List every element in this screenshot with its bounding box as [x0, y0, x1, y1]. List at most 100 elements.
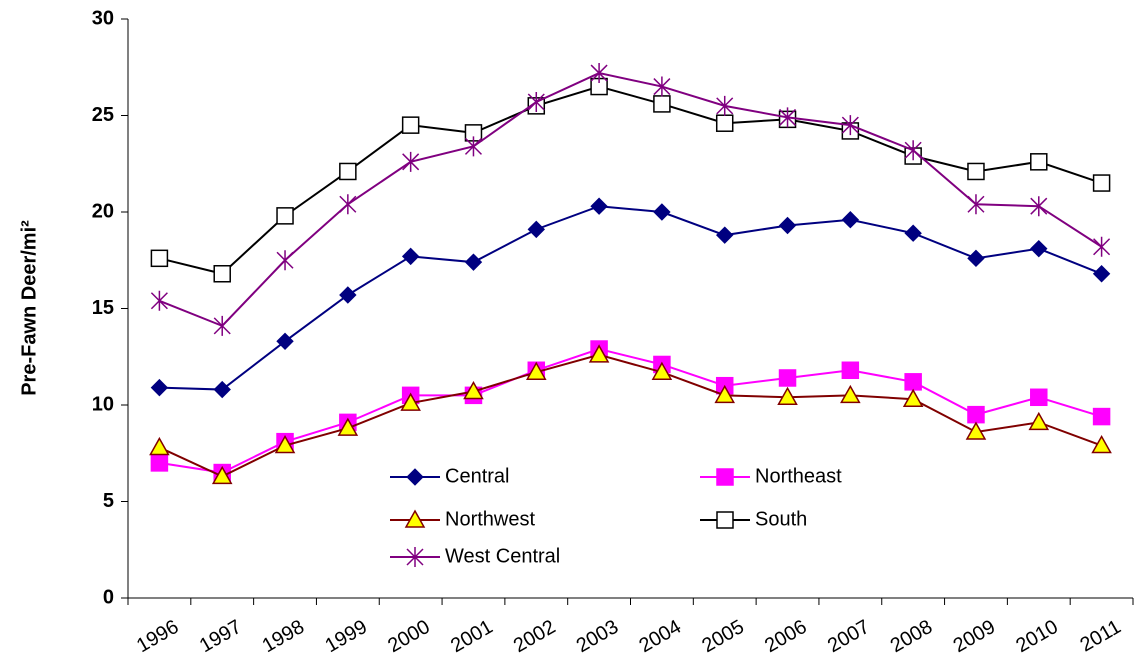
marker [525, 361, 547, 380]
legend-label: Northeast [755, 465, 842, 487]
marker [527, 220, 545, 239]
marker [715, 114, 734, 132]
marker [402, 151, 420, 172]
marker [1092, 265, 1111, 283]
marker [777, 386, 798, 406]
marker [841, 361, 860, 380]
marker [213, 315, 231, 336]
legend-item: Central [390, 465, 509, 487]
x-tick-label: 1996 [133, 616, 183, 657]
x-tick-label: 2009 [950, 616, 1000, 657]
legend-label: Central [445, 465, 509, 487]
marker [714, 384, 736, 404]
x-tick-label: 1999 [321, 616, 371, 657]
marker [527, 91, 545, 112]
legend-marker [404, 509, 426, 528]
marker [588, 344, 610, 363]
x-tick-label: 2007 [824, 616, 874, 657]
y-tick-label: 0 [103, 586, 114, 608]
legend-marker [716, 468, 734, 486]
marker [1030, 153, 1048, 171]
marker [401, 116, 420, 134]
marker [339, 194, 357, 215]
marker [213, 265, 231, 283]
marker [716, 226, 734, 244]
marker [904, 224, 922, 242]
marker [211, 465, 233, 485]
legend-item: South [700, 508, 807, 530]
x-tick-label: 2004 [636, 616, 686, 657]
marker [464, 136, 482, 157]
marker [902, 388, 924, 407]
marker [716, 95, 734, 116]
marker [1028, 411, 1050, 431]
x-tick-label: 2010 [1012, 616, 1062, 657]
marker [150, 290, 168, 311]
marker [904, 140, 922, 161]
marker [1030, 196, 1048, 217]
marker [904, 373, 922, 391]
legend-marker [716, 511, 734, 529]
y-tick-label: 5 [103, 490, 114, 512]
x-tick-label: 2000 [384, 616, 434, 657]
legend-item: Northwest [390, 508, 535, 530]
marker [150, 454, 169, 472]
legend-label: Northwest [445, 508, 535, 530]
y-axis-label: Pre-Fawn Deer/mi² [18, 220, 40, 396]
marker [778, 369, 797, 387]
marker [400, 392, 421, 411]
y-tick-label: 20 [92, 200, 114, 222]
series-line [158, 353, 1102, 478]
marker [463, 380, 484, 400]
marker [967, 162, 985, 181]
legend-item: Northeast [700, 465, 842, 487]
marker [967, 405, 985, 424]
series-line [159, 71, 1103, 328]
marker [1092, 407, 1111, 426]
x-tick-label: 2002 [510, 616, 560, 657]
marker [1093, 236, 1111, 257]
marker [339, 162, 357, 181]
legend-label: South [755, 508, 807, 530]
x-tick-label: 2003 [573, 616, 623, 657]
x-tick-label: 1997 [196, 616, 246, 657]
y-tick-label: 10 [92, 393, 114, 415]
marker [150, 378, 169, 397]
y-tick-label: 30 [92, 7, 114, 29]
series-line [159, 347, 1102, 474]
x-tick-label: 2001 [447, 616, 497, 657]
marker [149, 436, 170, 456]
marker [150, 249, 169, 268]
series-line [159, 205, 1102, 391]
marker [276, 250, 294, 271]
marker [841, 211, 860, 229]
marker [1030, 239, 1048, 258]
marker [464, 253, 483, 271]
marker [276, 207, 294, 225]
marker [967, 194, 985, 215]
x-tick-label: 2008 [887, 616, 937, 657]
marker [653, 76, 671, 97]
marker [967, 249, 985, 268]
marker [1030, 388, 1048, 407]
marker [401, 247, 420, 266]
marker [965, 421, 987, 440]
marker [213, 380, 231, 399]
marker [653, 203, 671, 221]
legend-marker [406, 468, 424, 486]
marker [840, 384, 861, 404]
marker [590, 63, 608, 84]
marker [1092, 174, 1111, 192]
x-tick-label: 2011 [1076, 616, 1124, 657]
series-line [159, 85, 1102, 275]
legend-label: West Central [445, 545, 560, 567]
legend-marker [406, 547, 424, 567]
marker [337, 417, 359, 436]
x-tick-label: 1998 [259, 616, 309, 657]
marker [653, 95, 671, 113]
marker [1091, 435, 1112, 454]
marker [276, 332, 294, 351]
legend-item: West Central [390, 545, 560, 567]
marker [339, 286, 357, 304]
marker [779, 107, 797, 128]
